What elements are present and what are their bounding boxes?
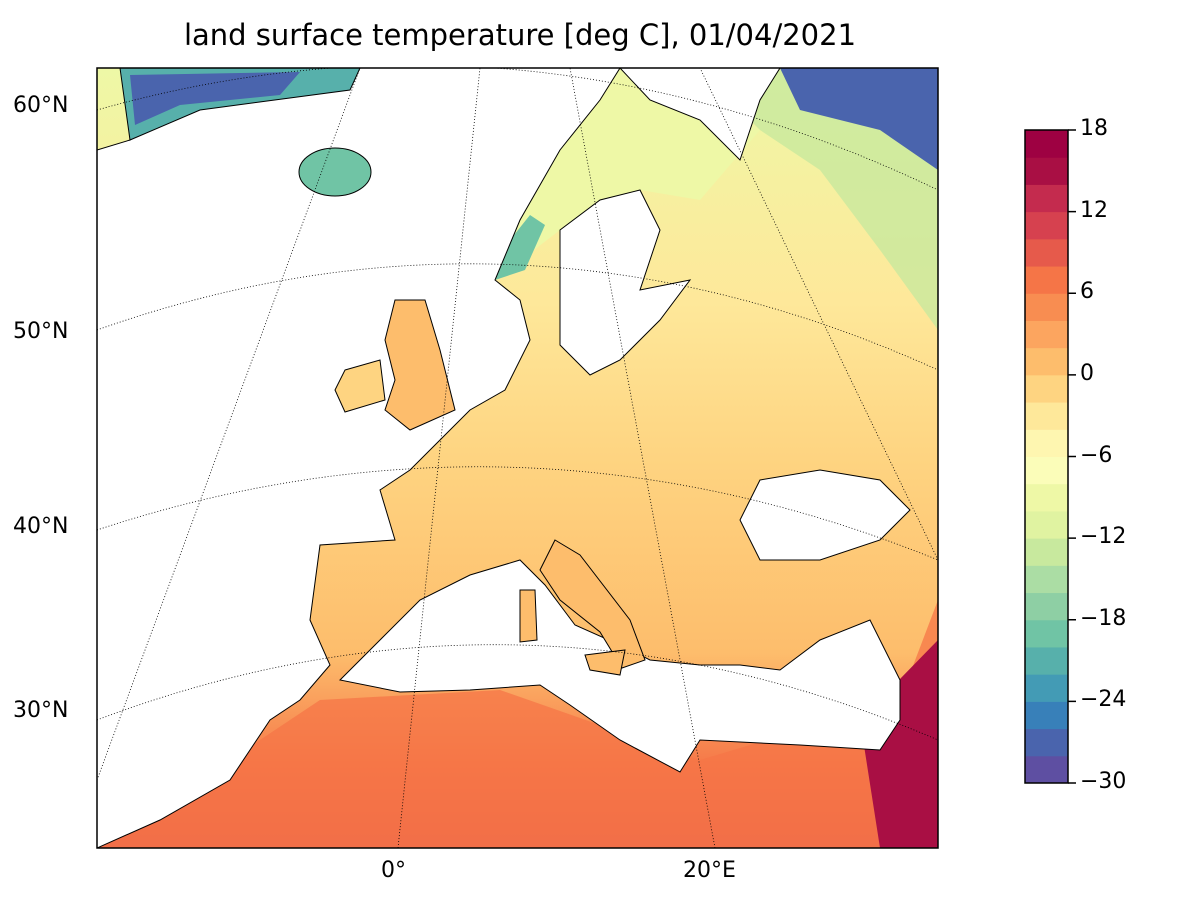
colorbar-tick-label: 0 (1080, 360, 1094, 386)
iceland (298, 147, 372, 197)
colorbar-band (1025, 483, 1068, 512)
colorbar-tick-label: 18 (1080, 116, 1108, 141)
colorbar-band (1025, 211, 1068, 240)
graticule (97, 68, 938, 848)
colorbar-band (1025, 184, 1068, 213)
colorbar-band (1025, 429, 1068, 457)
scandinavia-region (495, 90, 760, 280)
colorbar-tick-label: −12 (1080, 524, 1127, 550)
colorbar-band (1025, 402, 1068, 430)
egypt-hot-region (860, 640, 938, 848)
lat-label-40n: 40°N (13, 514, 69, 539)
lat-label-30n: 30°N (13, 698, 69, 723)
colorbar-band (1025, 347, 1068, 376)
colorbar-band (1025, 320, 1068, 349)
lon-label-0: 0° (381, 858, 406, 883)
barents-sea (619, 68, 781, 161)
atlantic-ocean (97, 68, 621, 848)
arctic-cold-region (780, 68, 938, 170)
greenland-ice (130, 72, 300, 125)
colorbar-band (1025, 538, 1068, 566)
italy (539, 539, 646, 669)
ireland (334, 359, 386, 413)
colorbar-band (1025, 674, 1068, 702)
sardinia (519, 589, 538, 643)
lat-label-50n: 50°N (13, 319, 69, 344)
great-britain (384, 299, 456, 431)
colorbar-tick-label: 12 (1080, 197, 1108, 223)
colorbar-band (1025, 646, 1068, 675)
colorbar-band (1025, 565, 1068, 594)
colorbar-band (1025, 238, 1068, 267)
north-africa-hot-region (97, 600, 938, 848)
colorbar-band (1025, 293, 1068, 321)
colorbar-band (1025, 510, 1068, 539)
colorbar-band (1025, 157, 1068, 185)
colorbar-tick-label: −6 (1080, 442, 1113, 468)
colorbar-band (1025, 728, 1068, 757)
colorbar-band (1025, 755, 1068, 784)
colorbar-tick-label: −30 (1080, 769, 1127, 794)
colorbar-band (1025, 701, 1068, 730)
norway-mountains (495, 215, 545, 280)
colorbar-band (1025, 266, 1068, 294)
colorbar-band (1025, 592, 1068, 621)
lat-label-60n: 60°N (13, 93, 69, 118)
lon-label-20e: 20°E (683, 858, 736, 883)
sicily (584, 649, 626, 676)
colorbar (1025, 129, 1076, 784)
map-title: land surface temperature [deg C], 01/04/… (183, 18, 857, 52)
colorbar-band (1025, 619, 1068, 648)
colorbar-band (1025, 130, 1068, 158)
colorbar-frame (1024, 129, 1069, 784)
colorbar-band (1025, 374, 1068, 403)
baltic-sea (559, 189, 692, 376)
map-frame (96, 67, 939, 849)
colorbar-tick-label: −18 (1080, 605, 1127, 631)
colorbar-band (1025, 456, 1068, 485)
black-sea (739, 469, 911, 561)
colorbar-tick-label: 6 (1080, 279, 1094, 305)
colorbar-tick-label: −24 (1080, 687, 1127, 713)
